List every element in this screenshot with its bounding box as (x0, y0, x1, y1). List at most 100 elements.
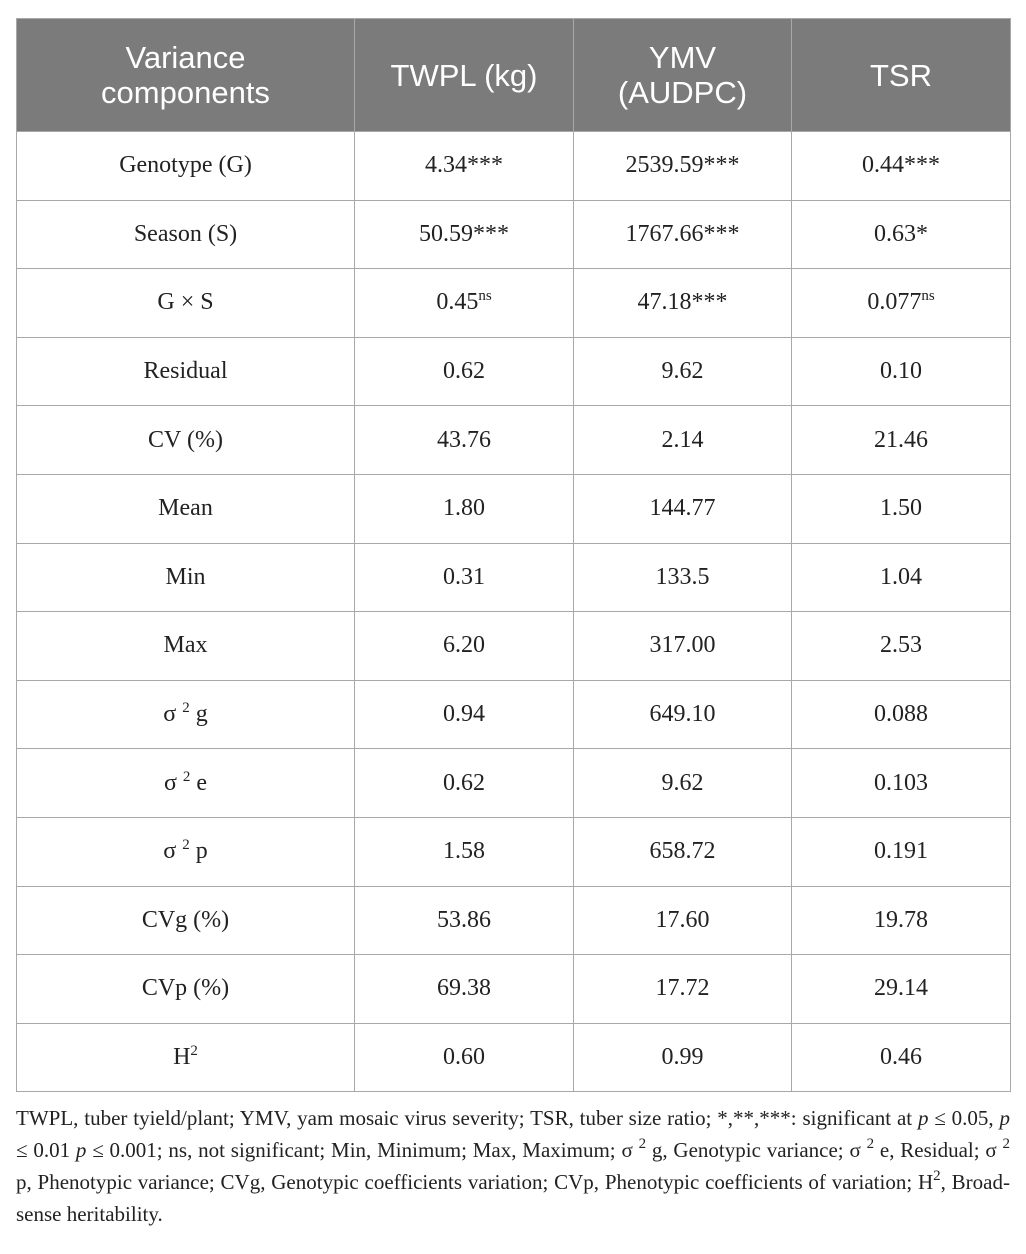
superscript: 2 (1002, 1136, 1011, 1152)
table-row: CV (%) 43.76 2.14 21.46 (16, 405, 1011, 475)
value-cell: 0.077ns (791, 268, 1011, 338)
footnote: TWPL, tuber tyield/plant; YMV, yam mosai… (16, 1102, 1010, 1230)
row-label-cell: σ 2 e (16, 748, 355, 818)
value-cell: 1.58 (354, 816, 574, 887)
value-cell: 1.04 (791, 542, 1011, 613)
value-cell: 2.53 (791, 611, 1011, 681)
text-segment: e (190, 769, 208, 796)
superscript: 2 (182, 768, 191, 785)
table-row: Max 6.20 317.00 2.53 (16, 611, 1011, 681)
text-segment: σ (163, 701, 183, 728)
row-label-cell: Genotype (G) (16, 131, 355, 201)
value-cell: 0.44*** (791, 131, 1011, 201)
table-container: Variance components TWPL (kg) YMV (AUDPC) T… (16, 18, 1011, 1093)
header-cell: TWPL (kg) (354, 18, 574, 132)
table-row: Mean 1.80 144.77 1.50 (16, 473, 1011, 544)
cell-text: Season (S) (133, 220, 238, 247)
superscript: 2 (182, 837, 190, 854)
cell-text: 47.18*** (637, 289, 728, 316)
cell-text: 0.10 (880, 358, 922, 385)
value-cell: 0.60 (354, 1022, 574, 1093)
value-cell: 133.5 (573, 542, 792, 613)
cell-text: 17.72 (655, 975, 710, 1002)
value-cell: 0.62 (354, 336, 574, 407)
text-segment: ≤ 0.05, (928, 1106, 1000, 1130)
value-cell: 0.63* (791, 199, 1011, 270)
value-cell: 4.34*** (354, 131, 574, 201)
text-segment: p (189, 838, 208, 865)
superscript: 2 (182, 700, 190, 717)
header-cell: YMV (AUDPC) (573, 18, 792, 132)
text-segment: g, Genotypic variance; σ (646, 1138, 867, 1162)
text-segment: ≤ 0.001; ns, not significant; Min, Minim… (86, 1138, 639, 1162)
text-segment: 0.45 (436, 289, 479, 316)
cell-text: Min (165, 563, 206, 590)
cell-text: 17.60 (655, 906, 710, 933)
superscript: 2 (638, 1136, 647, 1152)
row-label-cell: Mean (16, 473, 355, 544)
row-label-cell: G × S (16, 268, 355, 338)
value-cell: 69.38 (354, 954, 574, 1024)
row-label-cell: σ 2 g (16, 679, 355, 750)
value-cell: 0.46 (791, 1022, 1011, 1093)
cell-text: TSR (870, 57, 932, 93)
header-label: Variance components (71, 40, 301, 110)
cell-text: 0.191 (874, 838, 928, 865)
header-label: TWPL (kg) (359, 58, 569, 93)
table-row: Residual 0.62 9.62 0.10 (16, 336, 1011, 407)
cell-text: 43.76 (437, 426, 491, 453)
value-cell: 21.46 (791, 405, 1011, 475)
table-row: Season (S) 50.59*** 1767.66*** 0.63* (16, 199, 1011, 270)
text-segment: TWPL, tuber tyield/plant; YMV, yam mosai… (16, 1106, 918, 1130)
row-label-cell: Residual (16, 336, 355, 407)
value-cell: 658.72 (573, 816, 792, 887)
row-label-cell: CVp (%) (16, 954, 355, 1024)
text-segment: g (189, 701, 208, 728)
value-cell: 0.31 (354, 542, 574, 613)
value-cell: 0.191 (791, 816, 1011, 887)
text-segment: σ (163, 769, 183, 796)
table-row: Min 0.31 133.5 1.04 (16, 542, 1011, 613)
table-row: G × S 0.45ns 47.18*** 0.077ns (16, 268, 1011, 338)
row-label-cell: Min (16, 542, 355, 613)
cell-text: 1.80 (443, 495, 485, 522)
value-cell: 649.10 (573, 679, 792, 750)
cell-text: 69.38 (437, 975, 491, 1002)
value-cell: 0.99 (573, 1022, 792, 1093)
cell-text: TWPL (kg) (390, 57, 538, 93)
value-cell: 1.80 (354, 473, 574, 544)
cell-text: 21.46 (874, 426, 928, 453)
cell-text: 0.103 (874, 769, 928, 796)
superscript: ns (478, 288, 492, 305)
row-label-cell: σ 2 p (16, 816, 355, 887)
table-body: Genotype (G) 4.34*** 2539.59*** 0.44*** Seas… (16, 131, 1011, 1093)
value-cell: 6.20 (354, 611, 574, 681)
value-cell: 0.088 (791, 679, 1011, 750)
cell-text: Max (163, 632, 208, 659)
cell-text: 144.77 (649, 495, 716, 522)
row-label-cell: H2 (16, 1022, 355, 1093)
cell-text: 6.20 (443, 632, 485, 659)
value-cell: 43.76 (354, 405, 574, 475)
text-segment: , Broad-sense heritability. (16, 1170, 1010, 1226)
italic-text: p (75, 1138, 87, 1162)
cell-text: YMV (AUDPC) (617, 40, 748, 110)
row-label-cell: Max (16, 611, 355, 681)
row-label-cell: CV (%) (16, 405, 355, 475)
header-label: TSR (801, 58, 1001, 93)
cell-text: 19.78 (874, 906, 928, 933)
cell-text: 317.00 (649, 632, 716, 659)
cell-text: G × S (157, 289, 214, 316)
cell-text: 1767.66*** (625, 220, 740, 247)
cell-text: CVp (%) (141, 975, 230, 1002)
cell-text: CV (%) (148, 426, 223, 453)
cell-text: 133.5 (655, 563, 710, 590)
value-cell: 0.62 (354, 748, 574, 818)
cell-text: 0.62 (443, 358, 485, 385)
text-segment: e, Residual; σ (874, 1138, 1003, 1162)
table-row: CVg (%) 53.86 17.60 19.78 (16, 885, 1011, 956)
header-cell: TSR (791, 18, 1011, 132)
cell-text: 4.34*** (425, 152, 503, 179)
value-cell: 47.18*** (573, 268, 792, 338)
